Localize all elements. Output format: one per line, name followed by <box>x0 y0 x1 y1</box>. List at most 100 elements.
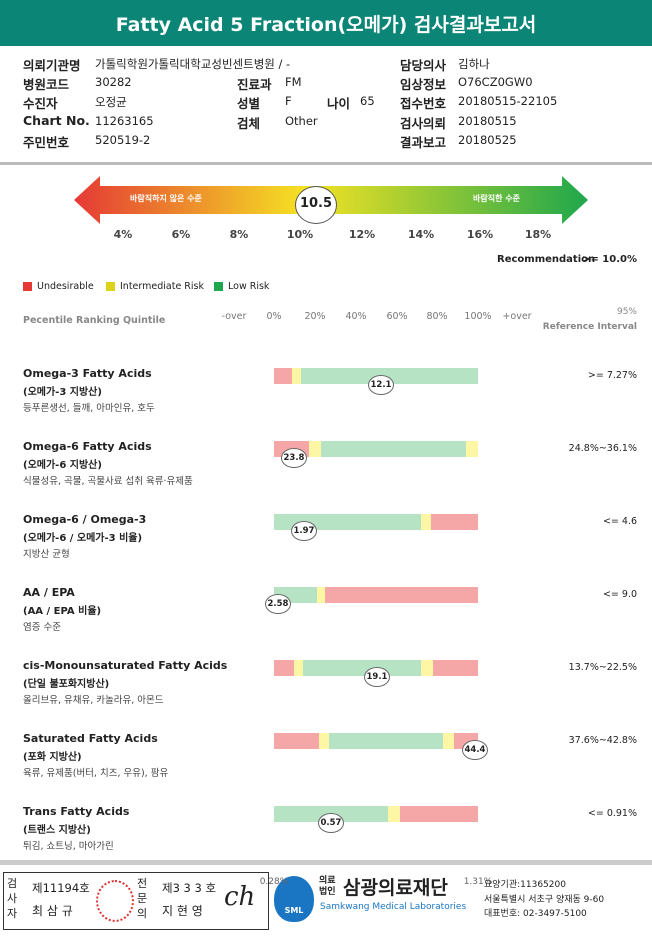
role: 전문의 <box>137 877 148 920</box>
item-foods: 염증 수준 <box>23 622 61 633</box>
gauge-marker <box>295 186 337 224</box>
info-label: 진료과 <box>237 77 272 92</box>
item-name: AA / EPA <box>23 586 75 599</box>
gauge-high-label: 바람직한 수준 <box>473 194 520 203</box>
bar-segment <box>294 660 303 676</box>
range-label: 0.28% <box>259 877 289 887</box>
gauge-tick: 6% <box>171 228 191 241</box>
gauge-tick: 10% <box>286 228 314 241</box>
item-korean: (포화 지방산) <box>23 752 82 763</box>
item-name: Saturated Fatty Acids <box>23 732 158 745</box>
item-foods: 등푸른생선, 들깨, 아마인유, 호두 <box>23 403 155 414</box>
item-name: Omega-6 / Omega-3 <box>23 513 147 526</box>
bar-segment <box>388 806 401 822</box>
logo-text: SML <box>284 906 304 915</box>
bar-segment <box>420 514 432 530</box>
reference-header: 95% <box>616 307 637 317</box>
info-label: 접수번호 <box>400 96 447 111</box>
legend-swatch <box>106 282 115 291</box>
gauge-value: 10.5 <box>299 196 333 211</box>
bar-segment <box>274 368 293 384</box>
recommendation-value: >= 10.0% <box>582 254 637 265</box>
bar-segment <box>318 733 330 749</box>
range-label: 1.31% <box>463 877 493 887</box>
info-value: 520519-2 <box>95 133 151 147</box>
bar-segment <box>302 660 421 676</box>
info-value: 가톨릭학원가톨릭대학교성빈센트병원 / - <box>95 57 291 71</box>
item-name: cis-Monounsaturated Fatty Acids <box>23 659 228 672</box>
seal <box>96 880 134 922</box>
license: 제3 3 3 호 <box>162 881 217 895</box>
result-marker: 12.1 <box>368 375 394 395</box>
info-value: 11263165 <box>95 114 154 128</box>
header-bar <box>0 0 652 46</box>
role: 검사자 <box>7 877 18 920</box>
info-value: 김하나 <box>458 57 490 71</box>
info-value: 오정균 <box>95 95 127 109</box>
bar-segment <box>443 733 454 749</box>
info-value: FM <box>285 75 302 89</box>
info-label: 검사의뢰 <box>400 116 447 131</box>
info-value: 20180515 <box>458 114 517 128</box>
info-label: 병원코드 <box>23 77 70 92</box>
info-label: 임상정보 <box>400 77 447 92</box>
gauge-tick: 18% <box>524 228 552 241</box>
recommendation-label: Recommendation <box>497 254 596 265</box>
item-korean: (트랜스 지방산) <box>23 825 91 836</box>
separator <box>0 162 652 165</box>
bar-segment <box>329 733 444 749</box>
info-value: 20180515-22105 <box>458 94 558 108</box>
info-value: 30282 <box>95 75 132 89</box>
item-reference: <= 9.0 <box>602 589 637 600</box>
info-value: 65 <box>360 94 375 108</box>
gauge-tick: 14% <box>407 228 435 241</box>
scale-label: +over <box>502 311 532 322</box>
item-name: Omega-3 Fatty Acids <box>23 367 152 380</box>
scale-label: 40% <box>345 311 367 322</box>
name: 최 삼 규 <box>32 904 73 918</box>
gauge-tick: 12% <box>348 228 376 241</box>
item-korean: (오메가-6 지방산) <box>23 460 102 471</box>
item-foods: 튀김, 쇼트닝, 마아가린 <box>23 841 114 852</box>
bar-segment <box>308 441 321 457</box>
legend-label: Low Risk <box>228 281 270 292</box>
scale-label: -over <box>221 311 247 322</box>
org-phone: 대표번호: 02-3497-5100 <box>484 909 587 919</box>
item-korean: (단일 불포화지방산) <box>23 679 110 690</box>
legend-swatch <box>214 282 223 291</box>
info-label: 수진자 <box>23 96 58 111</box>
result-marker: 0.57 <box>318 813 344 833</box>
scale-label: 80% <box>426 311 448 322</box>
bar-segment <box>465 441 478 457</box>
item-korean: (오메가-3 지방산) <box>23 387 102 398</box>
footer-box <box>3 872 269 930</box>
info-value: F <box>285 94 292 108</box>
result-marker: 23.8 <box>281 448 307 468</box>
info-value: 20180525 <box>458 133 517 147</box>
item-reference: 37.6%~42.8% <box>568 735 637 746</box>
name: 지 현 영 <box>162 904 203 918</box>
reference-header: Reference Interval <box>542 322 637 332</box>
info-label: Chart No. <box>23 113 90 128</box>
scale-label: 0% <box>266 311 282 322</box>
bar-segment <box>320 441 466 457</box>
item-foods: 육류, 유제품(버터, 치즈, 우유), 팜유 <box>23 768 169 779</box>
item-foods: 올리브유, 유채유, 카놀라유, 아몬드 <box>23 695 164 706</box>
info-value: Other <box>285 114 318 128</box>
license: 제11194호 <box>32 881 90 895</box>
gauge-tick: 4% <box>113 228 133 241</box>
bar-segment <box>316 587 325 603</box>
result-marker: 19.1 <box>364 667 390 687</box>
org-name: 삼광의료재단 <box>343 877 448 899</box>
gauge-low-label: 바람직하지 않은 수준 <box>130 194 202 203</box>
result-marker: 1.97 <box>291 521 317 541</box>
bar-segment <box>433 660 478 676</box>
legend-swatch <box>23 282 32 291</box>
bar-segment <box>274 733 319 749</box>
bar-segment <box>300 368 478 384</box>
legend-label: Undesirable <box>37 281 94 292</box>
item-reference: 24.8%~36.1% <box>568 443 637 454</box>
item-foods: 식물성유, 곡물, 곡물사료 섭취 육류·유제품 <box>23 476 193 487</box>
info-label: 결과보고 <box>400 135 447 150</box>
signature: ch <box>224 882 256 912</box>
